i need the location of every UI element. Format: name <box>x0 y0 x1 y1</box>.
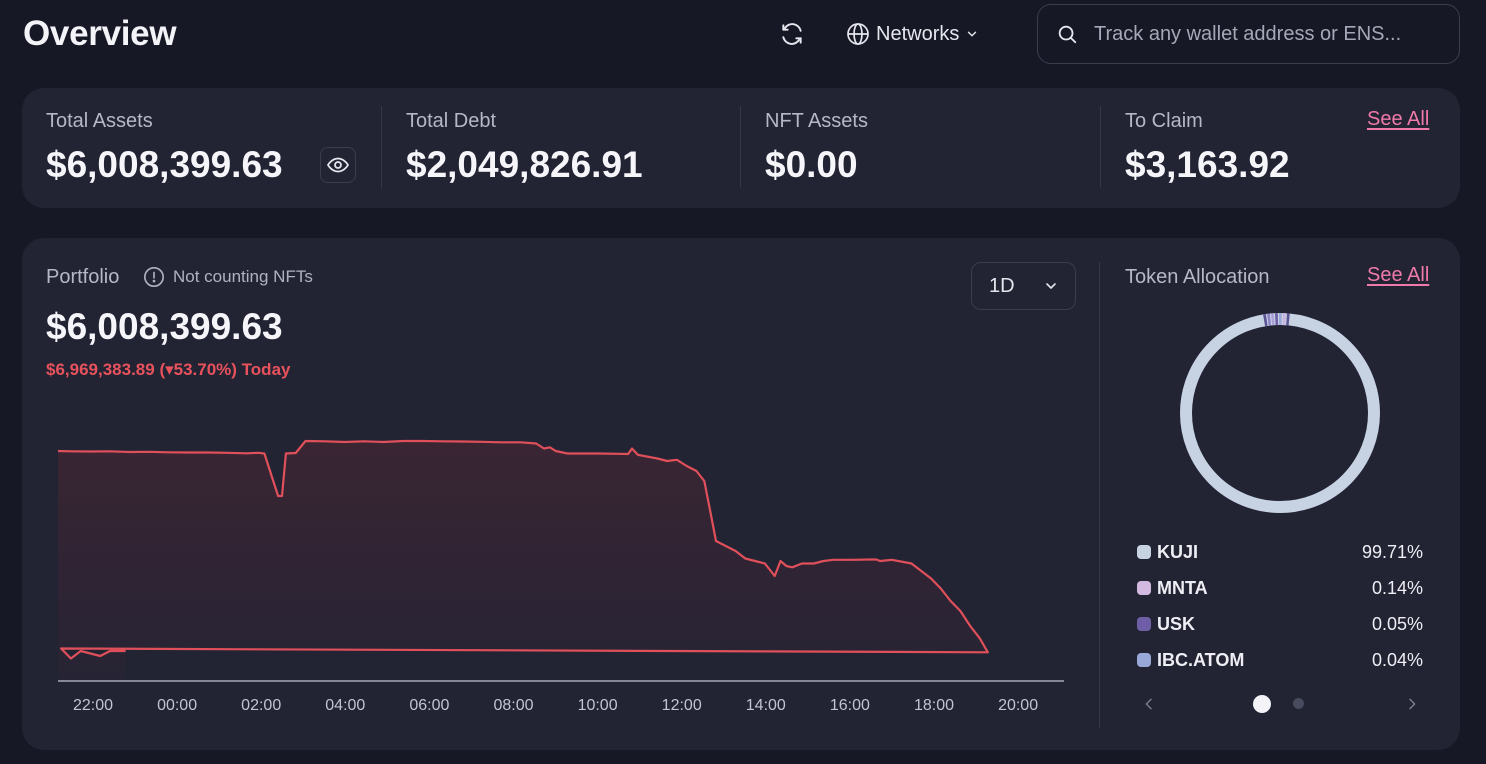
legend-token-percent: 99.71% <box>1361 541 1423 562</box>
divider <box>1099 262 1100 728</box>
x-tick-label: 10:00 <box>578 697 618 714</box>
chart-series-line <box>57 439 989 660</box>
next-page-button[interactable] <box>1400 692 1424 716</box>
x-tick-label: 08:00 <box>493 697 533 714</box>
legend-token-percent: 0.04% <box>1371 649 1423 670</box>
networks-dropdown[interactable]: Networks <box>846 16 979 52</box>
x-tick-label: 00:00 <box>157 697 197 714</box>
portfolio-card: Portfolio Not counting NFTs $6,008,399.6… <box>22 238 1460 750</box>
search-icon <box>1058 25 1077 44</box>
legend-swatch <box>1137 545 1151 559</box>
legend-item-ibc-atom[interactable]: IBC.ATOM 0.04% <box>1137 642 1423 678</box>
total-assets-label: Total Assets <box>46 110 153 132</box>
portfolio-label: Portfolio <box>46 266 120 288</box>
legend-token-name: MNTA <box>1157 577 1208 598</box>
summary-card: Total Assets $6,008,399.63 Total Debt $2… <box>22 88 1460 208</box>
chevron-down-icon <box>968 31 977 37</box>
page-title: Overview <box>23 14 177 53</box>
token-allocation-title: Token Allocation <box>1125 266 1270 288</box>
networks-label: Networks <box>876 22 960 45</box>
pager-dot-active[interactable] <box>1253 695 1271 713</box>
toggle-visibility-button[interactable] <box>320 147 356 183</box>
portfolio-chart[interactable]: 22:00 00:00 02:00 04:00 06:00 08:00 10:00 12:00… <box>22 238 1092 738</box>
globe-icon <box>847 23 869 45</box>
legend-swatch <box>1137 581 1151 595</box>
wallet-search[interactable] <box>1037 4 1460 64</box>
x-tick-label: 20:00 <box>998 697 1038 714</box>
allocation-legend: KUJI 99.71% MNTA 0.14% USK 0.05% IBC.ATOM 0.04% <box>1137 534 1423 678</box>
info-icon[interactable] <box>143 266 165 288</box>
divider <box>740 106 741 188</box>
nft-note: Not counting NFTs <box>173 267 313 286</box>
search-input[interactable] <box>1094 22 1444 46</box>
x-tick-label: 12:00 <box>662 697 702 714</box>
nft-assets-value: $0.00 <box>765 144 858 185</box>
x-tick-label: 04:00 <box>325 697 365 714</box>
prev-page-button[interactable] <box>1137 692 1161 716</box>
eye-icon <box>326 157 350 173</box>
divider <box>381 106 382 188</box>
legend-item-usk[interactable]: USK 0.05% <box>1137 606 1423 642</box>
time-range-select[interactable]: 1D <box>971 262 1076 310</box>
legend-token-percent: 0.14% <box>1371 577 1423 598</box>
x-tick-label: 02:00 <box>241 697 281 714</box>
claim-see-all-link[interactable]: See All <box>1367 108 1430 130</box>
chevron-right-icon <box>1409 698 1416 710</box>
x-tick-label: 18:00 <box>914 697 954 714</box>
nft-assets-label: NFT Assets <box>765 110 868 132</box>
allocation-see-all-link[interactable]: See All <box>1367 264 1430 286</box>
total-debt-label: Total Debt <box>406 110 497 132</box>
allocation-donut-chart[interactable] <box>1170 303 1390 523</box>
to-claim-value: $3,163.92 <box>1125 144 1290 185</box>
legend-swatch <box>1137 617 1151 631</box>
legend-item-mnta[interactable]: MNTA 0.14% <box>1137 570 1423 606</box>
portfolio-change: $6,969,383.89 (▾53.70%) Today <box>46 360 291 379</box>
x-tick-label: 06:00 <box>409 697 449 714</box>
chart-area <box>58 441 988 681</box>
refresh-icon <box>782 23 802 45</box>
x-tick-label: 16:00 <box>830 697 870 714</box>
total-assets-value: $6,008,399.63 <box>46 144 283 185</box>
x-tick-label: 14:00 <box>746 697 786 714</box>
time-range-value: 1D <box>989 274 1015 297</box>
refresh-button[interactable] <box>772 16 812 52</box>
total-debt-value: $2,049,826.91 <box>406 144 643 185</box>
legend-item-kuji[interactable]: KUJI 99.71% <box>1137 534 1423 570</box>
chevron-left-icon <box>1145 698 1152 710</box>
legend-swatch <box>1137 653 1151 667</box>
legend-token-name: KUJI <box>1157 541 1199 562</box>
legend-token-name: USK <box>1157 613 1196 634</box>
donut-slice-kuji[interactable] <box>1180 313 1380 513</box>
legend-token-name: IBC.ATOM <box>1157 649 1245 670</box>
to-claim-label: To Claim <box>1125 110 1203 132</box>
chevron-down-icon <box>1045 283 1056 289</box>
pager-dot[interactable] <box>1293 698 1304 709</box>
divider <box>1100 106 1101 188</box>
legend-token-percent: 0.05% <box>1371 613 1423 634</box>
portfolio-value: $6,008,399.63 <box>46 306 283 347</box>
x-tick-label: 22:00 <box>73 697 113 714</box>
